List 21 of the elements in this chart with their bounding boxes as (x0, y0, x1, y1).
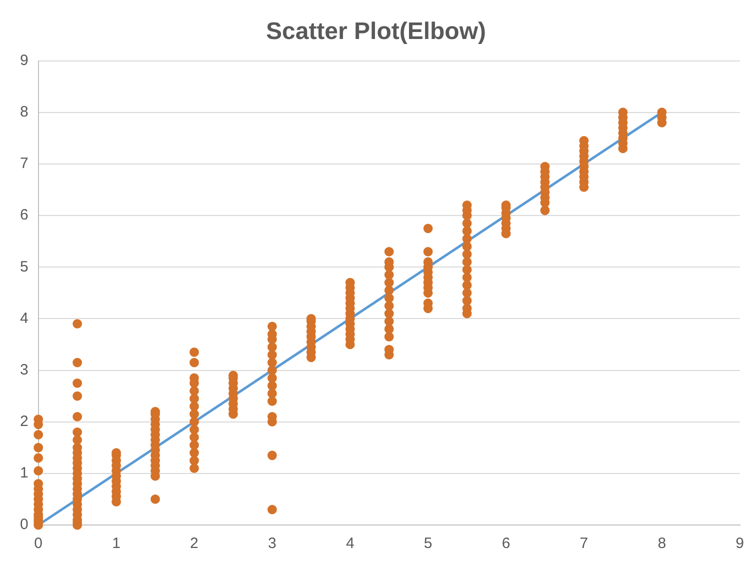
y-tick-label: 7 (20, 155, 28, 172)
x-tick-label: 2 (190, 535, 198, 552)
x-tick-label: 9 (736, 535, 744, 552)
y-tick-label: 2 (20, 412, 28, 430)
chart-title: Scatter Plot(Elbow) (266, 18, 486, 46)
y-tick-label: 0 (20, 516, 28, 534)
x-tick-label: 4 (346, 535, 354, 552)
y-tick-label: 1 (20, 464, 28, 482)
x-tick-label: 8 (658, 535, 666, 552)
y-tick-label: 3 (20, 361, 28, 378)
x-tick-label: 0 (34, 535, 43, 552)
y-tick-label: 4 (20, 310, 28, 327)
y-tick-label: 6 (20, 206, 28, 224)
x-tick-label: 7 (580, 535, 588, 552)
y-tick-label: 9 (20, 52, 28, 69)
x-tick-label: 5 (424, 535, 432, 552)
x-tick-label: 3 (268, 535, 276, 552)
x-tick-label: 1 (112, 535, 120, 552)
y-tick-label: 8 (20, 104, 28, 121)
y-tick-label: 5 (20, 258, 28, 276)
x-tick-label: 6 (502, 535, 510, 552)
